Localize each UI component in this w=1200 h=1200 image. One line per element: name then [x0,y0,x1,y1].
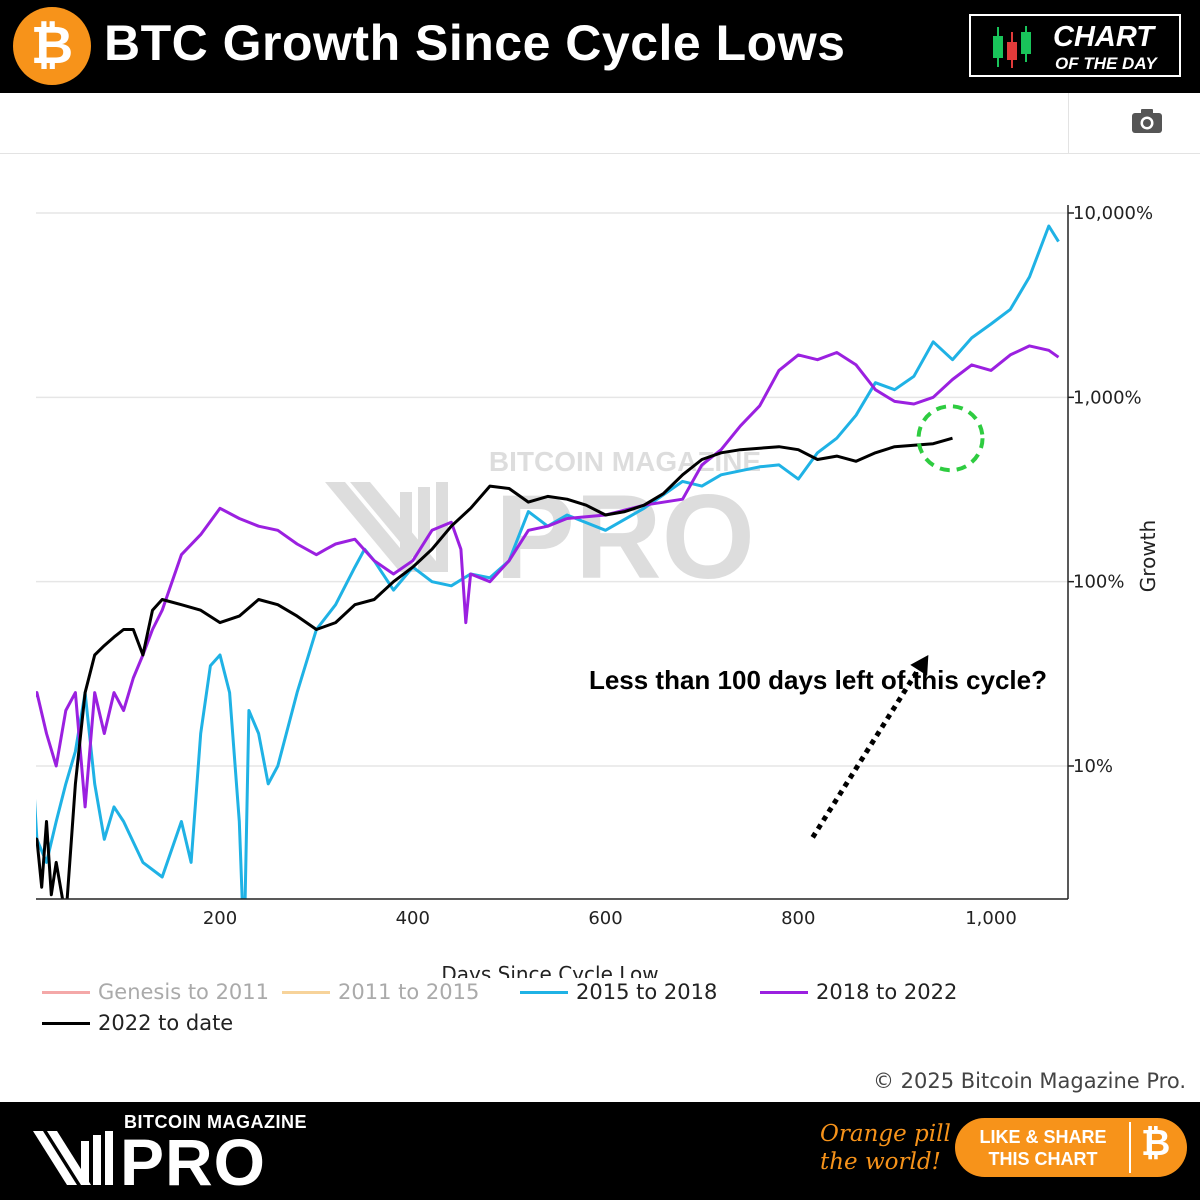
growth-chart: BITCOIN MAGAZINE PRO 10% 100% 1,000% 10,000… [36,203,1160,978]
x-tick-label: 400 [396,908,430,929]
share-line-1: LIKE & SHARE [979,1127,1107,1147]
x-tick-label: 600 [588,908,622,929]
share-divider [1129,1122,1131,1173]
watermark-mark-icon [325,482,448,572]
header-bar: ₿ BTC Growth Since Cycle Lows CHART OF T… [0,0,1200,93]
annotation: Less than 100 days left of this cycle? [589,404,1047,839]
slogan-line-1: Orange pill [820,1121,951,1147]
y-tick-label: 10,000% [1073,203,1153,224]
series-group [36,224,1060,899]
y-tick-label: 10% [1073,756,1113,777]
annotation-text: Less than 100 days left of this cycle? [589,665,1047,695]
page-title: BTC Growth Since Cycle Lows [104,15,846,71]
camera-icon[interactable] [1131,108,1163,134]
x-tick-label: 1,000 [965,908,1017,929]
legend-label: Genesis to 2011 [98,980,270,1004]
annotation-arrow-shaft [810,661,925,839]
legend-label: 2018 to 2022 [816,980,958,1004]
legend-swatch [760,991,808,994]
candlestick-icon [993,26,1031,68]
watermark-line-2: PRO [495,470,755,604]
legend-swatch [42,991,90,994]
legend-swatch [282,991,330,994]
axes: 10% 100% 1,000% 10,000% 200 400 600 800 1,000 Day… [36,203,1160,978]
legend-label: 2022 to date [98,1011,234,1035]
series-line-2015-to-2018 [36,224,1060,899]
watermark-line-1: BITCOIN MAGAZINE [489,446,761,477]
legend-swatch [42,1022,90,1025]
legend-swatch [520,991,568,994]
bitcoin-icon: ₿ [1141,1123,1171,1164]
x-tick-label: 200 [203,908,237,929]
grid [36,212,1068,767]
legend-label: 2011 to 2015 [338,980,480,1004]
legend-label: 2015 to 2018 [576,980,718,1004]
badge-line-1: CHART [1053,21,1154,53]
y-tick-label: 1,000% [1073,387,1142,408]
slogan-line-2: the world! [820,1149,941,1175]
badge-line-2: OF THE DAY [1055,54,1157,73]
bitcoin-logo-icon: ₿ [13,7,91,85]
bitcoin-magazine-pro-logo-icon [33,1131,113,1185]
share-button-label: LIKE & SHARE THIS CHART [955,1126,1131,1170]
x-tick-label: 800 [781,908,815,929]
copyright-notice: © 2025 Bitcoin Magazine Pro. [872,1069,1186,1093]
series-line-2022-to-date [36,436,953,899]
toolbar-divider [1068,93,1069,154]
footer-brand-main: PRO [120,1125,267,1199]
like-share-button[interactable]: LIKE & SHARE THIS CHART ₿ [955,1118,1187,1177]
watermark: BITCOIN MAGAZINE PRO [325,446,761,604]
chart-toolbar [0,93,1200,154]
annotation-arrowhead-icon [910,655,929,676]
y-axis-title: Growth [1136,520,1160,592]
chart-of-the-day-badge: CHART OF THE DAY [969,14,1181,77]
y-tick-label: 100% [1073,572,1124,593]
x-axis-title: Days Since Cycle Low [441,962,658,978]
series-line-2018-to-2022 [36,344,1060,809]
highlight-circle [916,404,985,473]
share-line-2: THIS CHART [988,1149,1098,1169]
footer-brand-top: BITCOIN MAGAZINE [124,1112,307,1132]
slogan: Orange pill the world! [820,1120,951,1176]
legend: Genesis to 2011 2011 to 2015 2015 to 201… [0,978,1200,1048]
